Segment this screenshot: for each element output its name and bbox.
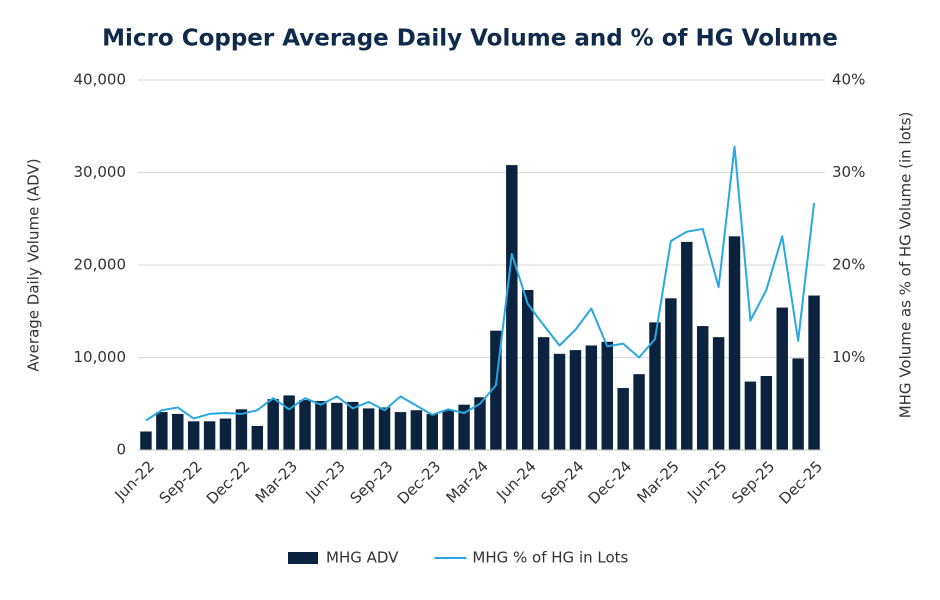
- bar: [251, 425, 264, 450]
- bar: [728, 236, 741, 450]
- y-tick-label: 20,000: [74, 256, 127, 274]
- bar: [808, 295, 820, 450]
- x-tick-label: Sep-23: [347, 457, 397, 507]
- bar: [410, 410, 423, 450]
- bar: [506, 165, 518, 450]
- bar: [617, 388, 629, 450]
- bar: [490, 330, 502, 450]
- x-tick-label: Jun-23: [302, 457, 349, 504]
- bar: [283, 395, 295, 450]
- bar: [267, 399, 279, 450]
- x-tick-label: Sep-25: [728, 457, 778, 507]
- bar: [760, 376, 773, 450]
- bar: [712, 337, 725, 450]
- bar: [744, 381, 757, 450]
- y2-tick-label: 30%: [832, 163, 865, 181]
- bar: [458, 404, 470, 450]
- y-axis-label: Average Daily Volume (ADV): [25, 158, 43, 371]
- bar: [219, 418, 232, 450]
- x-tick-label: Sep-22: [156, 457, 206, 507]
- x-tick-label: Mar-24: [443, 457, 492, 506]
- y2-tick-label: 20%: [832, 256, 865, 274]
- bar: [299, 400, 311, 450]
- x-tick-label: Dec-23: [394, 457, 445, 508]
- bar: [156, 412, 168, 450]
- bar: [331, 402, 343, 450]
- bar: [187, 421, 200, 450]
- bar: [521, 289, 534, 450]
- bar: [601, 341, 613, 450]
- x-tick-label: Mar-25: [634, 457, 683, 506]
- y-tick-label: 10,000: [74, 348, 127, 366]
- bar: [172, 413, 184, 450]
- bar: [426, 413, 439, 450]
- line: [145, 145, 816, 422]
- y-tick-label: 30,000: [74, 163, 127, 181]
- bar: [140, 431, 152, 450]
- legend-label: MHG ADV: [326, 549, 399, 567]
- bar: [681, 241, 693, 450]
- x-tick-label: Mar-23: [252, 457, 301, 506]
- bar: [649, 322, 661, 450]
- legend-swatch: [288, 552, 318, 564]
- bar: [474, 397, 486, 450]
- bar: [776, 307, 788, 450]
- bar: [394, 412, 407, 450]
- x-tick-label: Dec-24: [585, 457, 636, 508]
- bar: [442, 410, 454, 450]
- bar: [347, 401, 359, 450]
- x-tick-label: Dec-25: [775, 457, 826, 508]
- y2-axis-label: MHG Volume as % of HG Volume (in lots): [897, 112, 915, 419]
- bar: [235, 409, 248, 450]
- bar: [585, 345, 598, 450]
- bar: [696, 326, 709, 450]
- x-tick-label: Dec-22: [203, 457, 254, 508]
- bar: [569, 350, 582, 450]
- y-tick-label: 40,000: [74, 71, 127, 89]
- bar: [362, 408, 375, 450]
- bar: [315, 400, 327, 450]
- x-tick-label: Sep-24: [537, 457, 587, 507]
- bar: [665, 298, 677, 450]
- bar: [553, 353, 566, 450]
- x-tick-label: Jun-25: [683, 457, 730, 504]
- y-tick-label: 0: [116, 441, 126, 459]
- y2-tick-label: 10%: [832, 348, 865, 366]
- x-tick-label: Jun-22: [111, 457, 158, 504]
- y2-tick-label: 40%: [832, 71, 865, 89]
- bar: [378, 407, 391, 450]
- bar: [792, 358, 804, 450]
- bar: [203, 421, 216, 450]
- chart-title: Micro Copper Average Daily Volume and % …: [102, 26, 838, 52]
- bar: [537, 337, 550, 450]
- x-tick-label: Jun-24: [492, 457, 539, 504]
- legend-label: MHG % of HG in Lots: [472, 549, 628, 567]
- bar: [633, 374, 645, 450]
